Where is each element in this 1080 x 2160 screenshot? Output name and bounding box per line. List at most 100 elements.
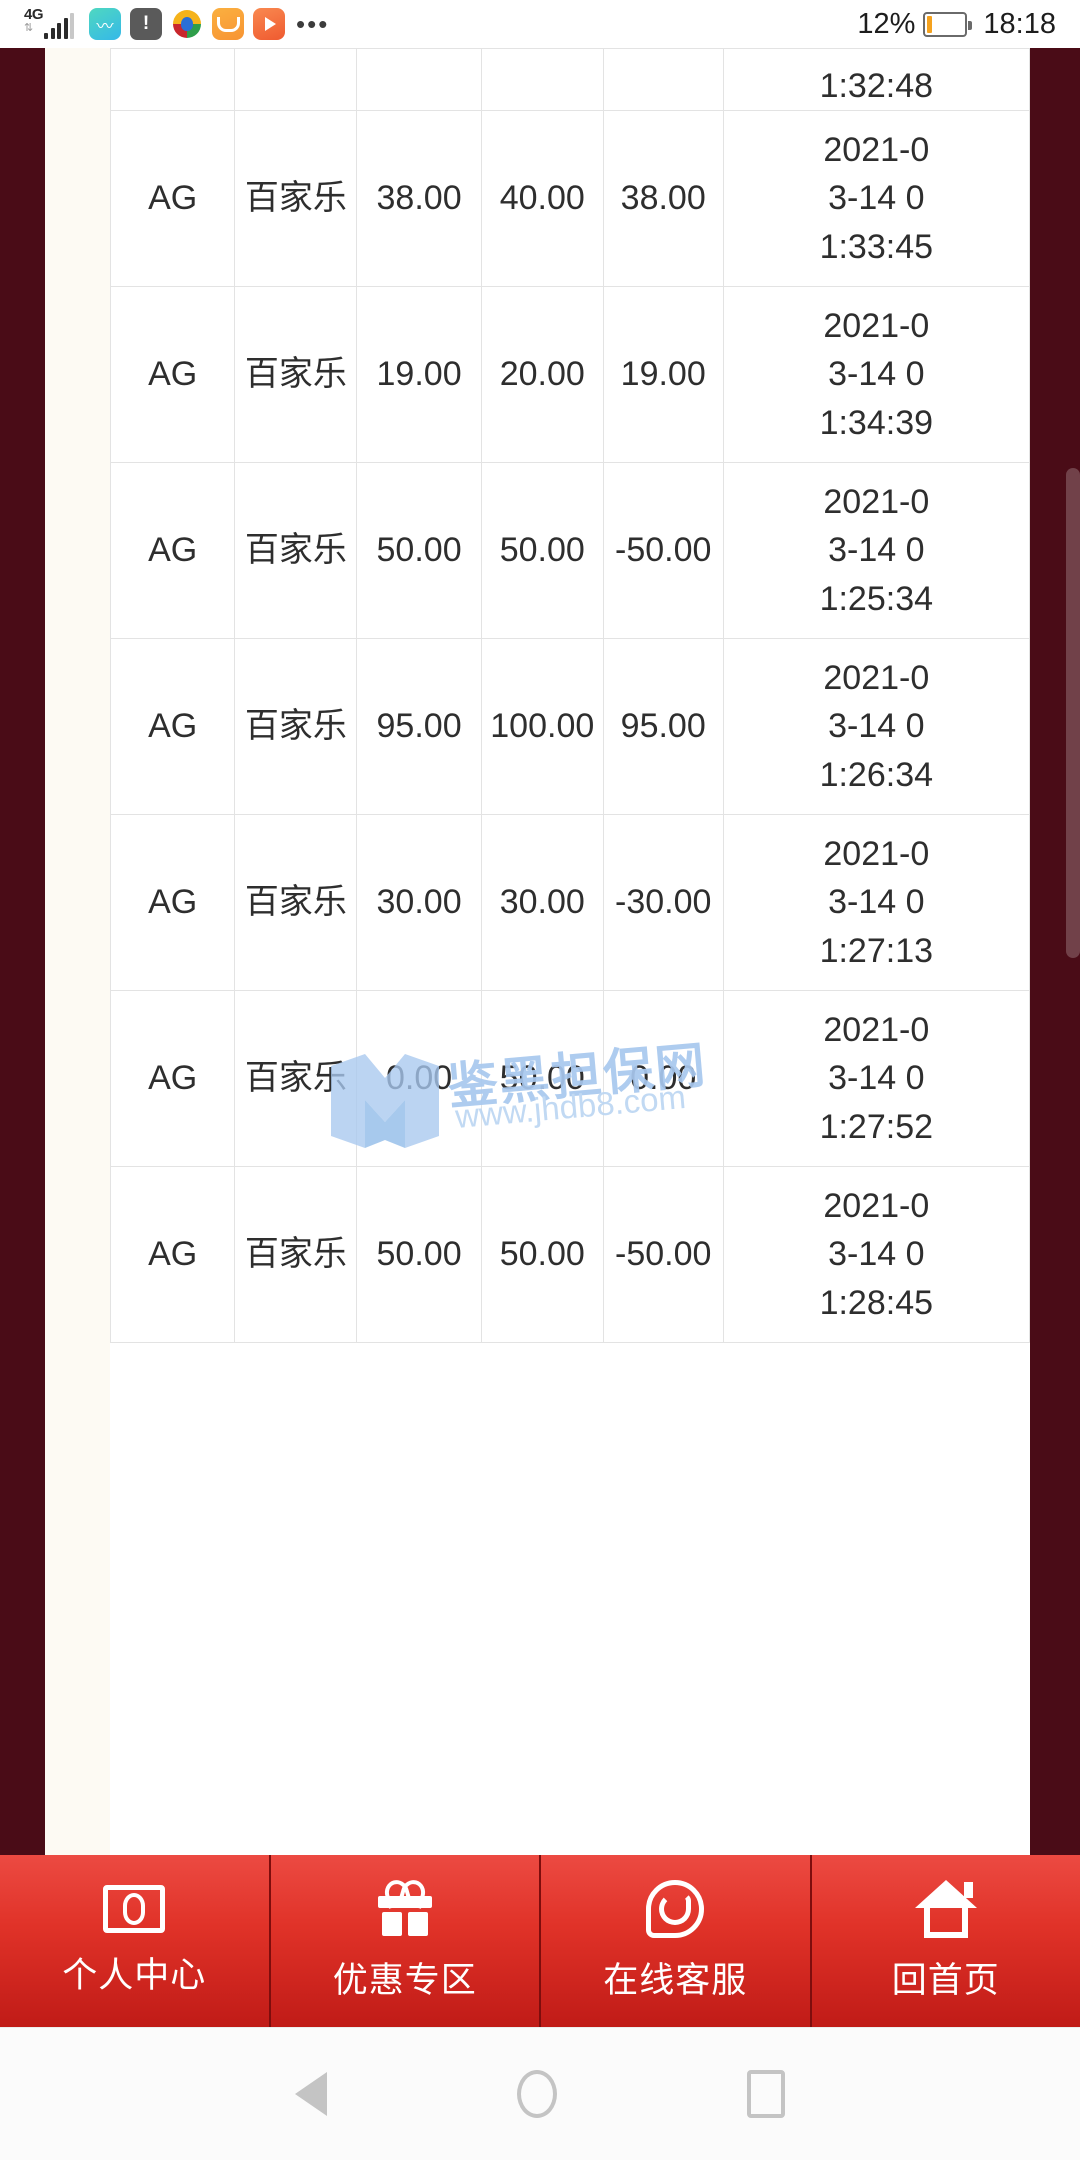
table-row[interactable]: AG 百家乐 0.00 50.00 0.00 2021-0 3-14 0 1:27:52 <box>109 990 1031 1167</box>
nav-label-home: 回首页 <box>891 1960 1000 2001</box>
bottom-navigation-bar: 个人中心 优惠专区 在线客服 回首页 <box>0 1855 1080 2027</box>
datetime-line: 2021-0 <box>823 1187 930 1226</box>
table-cell-bet-amount: 95.00 <box>356 638 482 815</box>
table-cell-bet-amount: 50.00 <box>356 462 482 639</box>
android-navigation-bar <box>0 2027 1080 2160</box>
clock-label: 18:18 <box>983 7 1056 40</box>
table-cell-datetime: 2021-0 3-14 0 1:34:39 <box>722 286 1031 463</box>
datetime-line: 3-14 0 <box>828 531 925 570</box>
nav-label-online-support: 在线客服 <box>603 1960 748 2001</box>
datetime-line: 3-14 0 <box>828 1059 925 1098</box>
table-cell-bet-amount: 19.00 <box>356 286 482 463</box>
status-bar-right: 12% 18:18 <box>857 8 1056 41</box>
status-bar-left-icons: 4G ⇅ ••• <box>24 7 329 41</box>
table-cell-game: 百家乐 <box>234 814 358 991</box>
table-cell-bet-amount: 0.00 <box>356 990 482 1167</box>
chat-support-icon <box>644 1879 706 1938</box>
table-cell-datetime: 2021-0 3-14 0 1:25:34 <box>722 462 1031 639</box>
datetime-line: 2021-0 <box>823 483 930 522</box>
datetime-line: 1:34:39 <box>819 403 934 442</box>
table-cell-platform: AG <box>109 462 236 639</box>
table-cell-game: 百家乐 <box>234 286 358 463</box>
datetime-line: 3-14 0 <box>828 1235 925 1274</box>
table-cell-result-amount: 19.00 <box>602 286 724 463</box>
table-cell-datetime: 2021-0 3-14 0 1:27:52 <box>722 990 1031 1167</box>
table-cell-datetime: 2021-0 3-14 0 1:33:45 <box>722 110 1031 287</box>
page-scrollbar-thumb[interactable] <box>1066 468 1080 958</box>
overflow-dots-icon: ••• <box>296 8 330 39</box>
table-row[interactable]: AG 百家乐 30.00 30.00 -30.00 2021-0 3-14 0 1:27:13 <box>109 814 1031 991</box>
datetime-line: 3-14 0 <box>828 707 925 746</box>
table-cell-valid-amount: 40.00 <box>480 110 604 287</box>
table-cell-valid-amount: 100.00 <box>480 638 604 815</box>
datetime-line: 1:27:52 <box>819 1107 934 1146</box>
money-note-icon <box>103 1884 166 1933</box>
nav-item-home[interactable]: 回首页 <box>811 1855 1080 2027</box>
datetime-line: 1:33:45 <box>819 227 934 266</box>
nav-label-personal-center: 个人中心 <box>62 1955 207 1996</box>
table-cell-game: 百家乐 <box>234 110 358 287</box>
datetime-line: 1:26:34 <box>819 755 934 794</box>
signal-4g-icon: 4G ⇅ <box>24 7 80 41</box>
table-row-partial[interactable]: 1:32:48 <box>109 48 1031 111</box>
fingerprint-icon <box>89 8 121 40</box>
battery-percent-label: 12% <box>857 7 916 40</box>
nav-item-personal-center[interactable]: 个人中心 <box>0 1855 271 2027</box>
chrome-icon <box>171 8 203 40</box>
back-icon[interactable] <box>295 2072 327 2116</box>
table-cell-datetime: 2021-0 3-14 0 1:28:45 <box>722 1166 1031 1343</box>
table-cell-empty <box>234 48 358 111</box>
table-cell-valid-amount: 50.00 <box>480 462 604 639</box>
table-cell-empty <box>602 48 724 111</box>
gift-icon <box>374 1880 436 1938</box>
table-cell-valid-amount: 30.00 <box>480 814 604 991</box>
battery-icon <box>923 11 973 37</box>
network-type-label: 4G <box>24 6 44 23</box>
table-cell-game: 百家乐 <box>234 462 358 639</box>
datetime-line: 2021-0 <box>823 1011 930 1050</box>
table-row[interactable]: AG 百家乐 95.00 100.00 95.00 2021-0 3-14 0 1:26:34 <box>109 638 1031 815</box>
battery-alert-icon <box>130 8 162 40</box>
table-row[interactable]: AG 百家乐 38.00 40.00 38.00 2021-0 3-14 0 1:33:45 <box>109 110 1031 287</box>
table-cell-valid-amount: 20.00 <box>480 286 604 463</box>
table-cell-platform: AG <box>109 638 236 815</box>
table-row[interactable]: AG 百家乐 50.00 50.00 -50.00 2021-0 3-14 0 1:28:45 <box>109 1166 1031 1343</box>
table-cell-bet-amount: 38.00 <box>356 110 482 287</box>
table-cell-bet-amount: 30.00 <box>356 814 482 991</box>
table-cell-valid-amount: 50.00 <box>480 1166 604 1343</box>
table-cell-game: 百家乐 <box>234 1166 358 1343</box>
nav-label-promotions: 优惠专区 <box>332 1960 477 2001</box>
home-icon[interactable] <box>517 2070 557 2118</box>
datetime-line: 3-14 0 <box>828 179 925 218</box>
table-cell-platform: AG <box>109 110 236 287</box>
table-cell-platform: AG <box>109 990 236 1167</box>
table-cell-date-tail: 1:32:48 <box>722 48 1031 111</box>
table-cell-datetime: 2021-0 3-14 0 1:26:34 <box>722 638 1031 815</box>
table-cell-empty <box>480 48 604 111</box>
datetime-line: 2021-0 <box>823 131 930 170</box>
status-bar: 4G ⇅ ••• 12% 18:18 <box>0 0 1080 48</box>
datetime-line: 2021-0 <box>823 835 930 874</box>
table-cell-platform: AG <box>109 814 236 991</box>
table-cell-bet-amount: 50.00 <box>356 1166 482 1343</box>
datetime-line: 3-14 0 <box>828 883 925 922</box>
table-cell-valid-amount: 50.00 <box>480 990 604 1167</box>
play-icon <box>253 8 285 40</box>
table-row[interactable]: AG 百家乐 50.00 50.00 -50.00 2021-0 3-14 0 1:25:34 <box>109 462 1031 639</box>
table-cell-result-amount: 38.00 <box>602 110 724 287</box>
recents-icon[interactable] <box>747 2070 785 2118</box>
nav-item-promotions[interactable]: 优惠专区 <box>270 1855 541 2027</box>
table-row[interactable]: AG 百家乐 19.00 20.00 19.00 2021-0 3-14 0 1:34:39 <box>109 286 1031 463</box>
table-cell-result-amount: -30.00 <box>602 814 724 991</box>
table-cell-empty <box>109 48 236 111</box>
datetime-line: 2021-0 <box>823 659 930 698</box>
table-cell-platform: AG <box>109 286 236 463</box>
table-cell-result-amount: 95.00 <box>602 638 724 815</box>
table-cell-game: 百家乐 <box>234 990 358 1167</box>
datetime-line: 3-14 0 <box>828 355 925 394</box>
signal-bars-icon <box>44 13 74 39</box>
nav-item-online-support[interactable]: 在线客服 <box>541 1855 812 2027</box>
